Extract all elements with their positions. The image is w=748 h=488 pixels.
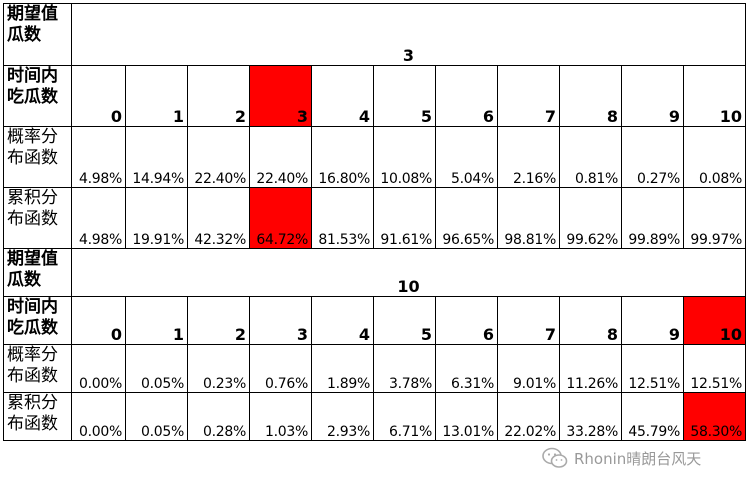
- count-cell: 5: [373, 65, 436, 127]
- count-cell: 1: [125, 296, 188, 345]
- wechat-icon: [542, 447, 568, 469]
- count-row: 时间内 吃瓜数 0 1 2 3 4 5 6 7 8 9 10: [3, 65, 746, 127]
- count-cell: 7: [497, 296, 560, 345]
- cdf-cell: 96.65%: [435, 187, 498, 249]
- cdf-cell: 22.02%: [497, 392, 560, 441]
- pmf-cell: 10.08%: [373, 126, 436, 188]
- count-cell: 6: [435, 65, 498, 127]
- cdf-cell: 81.53%: [311, 187, 374, 249]
- pmf-cell: 0.81%: [559, 126, 622, 188]
- count-cell: 7: [497, 65, 560, 127]
- cdf-label: 累积分 布函数: [3, 187, 72, 249]
- pmf-cell: 16.80%: [311, 126, 374, 188]
- expected-row: 期望值 瓜数 10: [3, 248, 746, 297]
- count-cell: 4: [311, 296, 374, 345]
- pmf-cell: 0.05%: [125, 344, 188, 393]
- count-cell: 0: [71, 65, 126, 127]
- pmf-cell: 1.89%: [311, 344, 374, 393]
- count-cell: 10: [683, 296, 746, 345]
- count-cell: 1: [125, 65, 188, 127]
- count-cell: 5: [373, 296, 436, 345]
- pmf-cell: 0.08%: [683, 126, 746, 188]
- pmf-cell: 0.76%: [249, 344, 312, 393]
- expected-value: 10: [71, 248, 746, 297]
- cdf-row: 累积分 布函数 0.00% 0.05% 0.28% 1.03% 2.93% 6.71% 13.0…: [3, 392, 746, 441]
- cdf-cell: 0.05%: [125, 392, 188, 441]
- count-cell: 2: [187, 296, 250, 345]
- pmf-row: 概率分 布函数 4.98% 14.94% 22.40% 22.40% 16.80% 10.08…: [3, 126, 746, 188]
- cdf-cell: 98.81%: [497, 187, 560, 249]
- cdf-cell: 64.72%: [249, 187, 312, 249]
- pmf-cell: 0.27%: [621, 126, 684, 188]
- pmf-label: 概率分 布函数: [3, 126, 72, 188]
- expected-row: 期望值 瓜数 3: [3, 3, 746, 66]
- pmf-cell: 22.40%: [249, 126, 312, 188]
- count-cell: 2: [187, 65, 250, 127]
- count-cell: 10: [683, 65, 746, 127]
- count-cell: 3: [249, 296, 312, 345]
- expected-label: 期望值 瓜数: [3, 248, 72, 297]
- count-row: 时间内 吃瓜数 0 1 2 3 4 5 6 7 8 9 10: [3, 296, 746, 345]
- pmf-cell: 12.51%: [683, 344, 746, 393]
- pmf-cell: 12.51%: [621, 344, 684, 393]
- count-cell: 3: [249, 65, 312, 127]
- cdf-cell: 58.30%: [683, 392, 746, 441]
- cdf-cell: 13.01%: [435, 392, 498, 441]
- cdf-cell: 0.28%: [187, 392, 250, 441]
- watermark-text: Rhonin晴朗台风天: [574, 449, 702, 468]
- pmf-row: 概率分 布函数 0.00% 0.05% 0.23% 0.76% 1.89% 3.78% 6.31…: [3, 344, 746, 393]
- cdf-cell: 2.93%: [311, 392, 374, 441]
- cdf-cell: 33.28%: [559, 392, 622, 441]
- count-cell: 8: [559, 65, 622, 127]
- cdf-cell: 45.79%: [621, 392, 684, 441]
- pmf-cell: 0.00%: [71, 344, 126, 393]
- cdf-cell: 91.61%: [373, 187, 436, 249]
- cdf-label: 累积分 布函数: [3, 392, 72, 441]
- pmf-cell: 4.98%: [71, 126, 126, 188]
- count-label: 时间内 吃瓜数: [3, 296, 72, 345]
- cdf-cell: 4.98%: [71, 187, 126, 249]
- expected-value: 3: [71, 3, 746, 66]
- cdf-cell: 6.71%: [373, 392, 436, 441]
- pmf-cell: 0.23%: [187, 344, 250, 393]
- watermark: Rhonin晴朗台风天: [542, 446, 701, 470]
- pmf-cell: 6.31%: [435, 344, 498, 393]
- poisson-table: 期望值 瓜数 3 时间内 吃瓜数 0 1 2 3 4 5 6 7 8 9 10 概率分 布函数 4.98% 14.94…: [3, 3, 746, 441]
- count-cell: 6: [435, 296, 498, 345]
- pmf-cell: 3.78%: [373, 344, 436, 393]
- pmf-cell: 11.26%: [559, 344, 622, 393]
- count-cell: 9: [621, 65, 684, 127]
- pmf-cell: 2.16%: [497, 126, 560, 188]
- cdf-cell: 19.91%: [125, 187, 188, 249]
- count-cell: 4: [311, 65, 374, 127]
- cdf-cell: 0.00%: [71, 392, 126, 441]
- pmf-cell: 14.94%: [125, 126, 188, 188]
- cdf-cell: 1.03%: [249, 392, 312, 441]
- count-cell: 0: [71, 296, 126, 345]
- cdf-cell: 42.32%: [187, 187, 250, 249]
- pmf-cell: 5.04%: [435, 126, 498, 188]
- pmf-label: 概率分 布函数: [3, 344, 72, 393]
- cdf-cell: 99.89%: [621, 187, 684, 249]
- cdf-row: 累积分 布函数 4.98% 19.91% 42.32% 64.72% 81.53% 91.61…: [3, 187, 746, 249]
- pmf-cell: 22.40%: [187, 126, 250, 188]
- expected-label: 期望值 瓜数: [3, 3, 72, 66]
- cdf-cell: 99.97%: [683, 187, 746, 249]
- pmf-cell: 9.01%: [497, 344, 560, 393]
- count-label: 时间内 吃瓜数: [3, 65, 72, 127]
- count-cell: 8: [559, 296, 622, 345]
- count-cell: 9: [621, 296, 684, 345]
- cdf-cell: 99.62%: [559, 187, 622, 249]
